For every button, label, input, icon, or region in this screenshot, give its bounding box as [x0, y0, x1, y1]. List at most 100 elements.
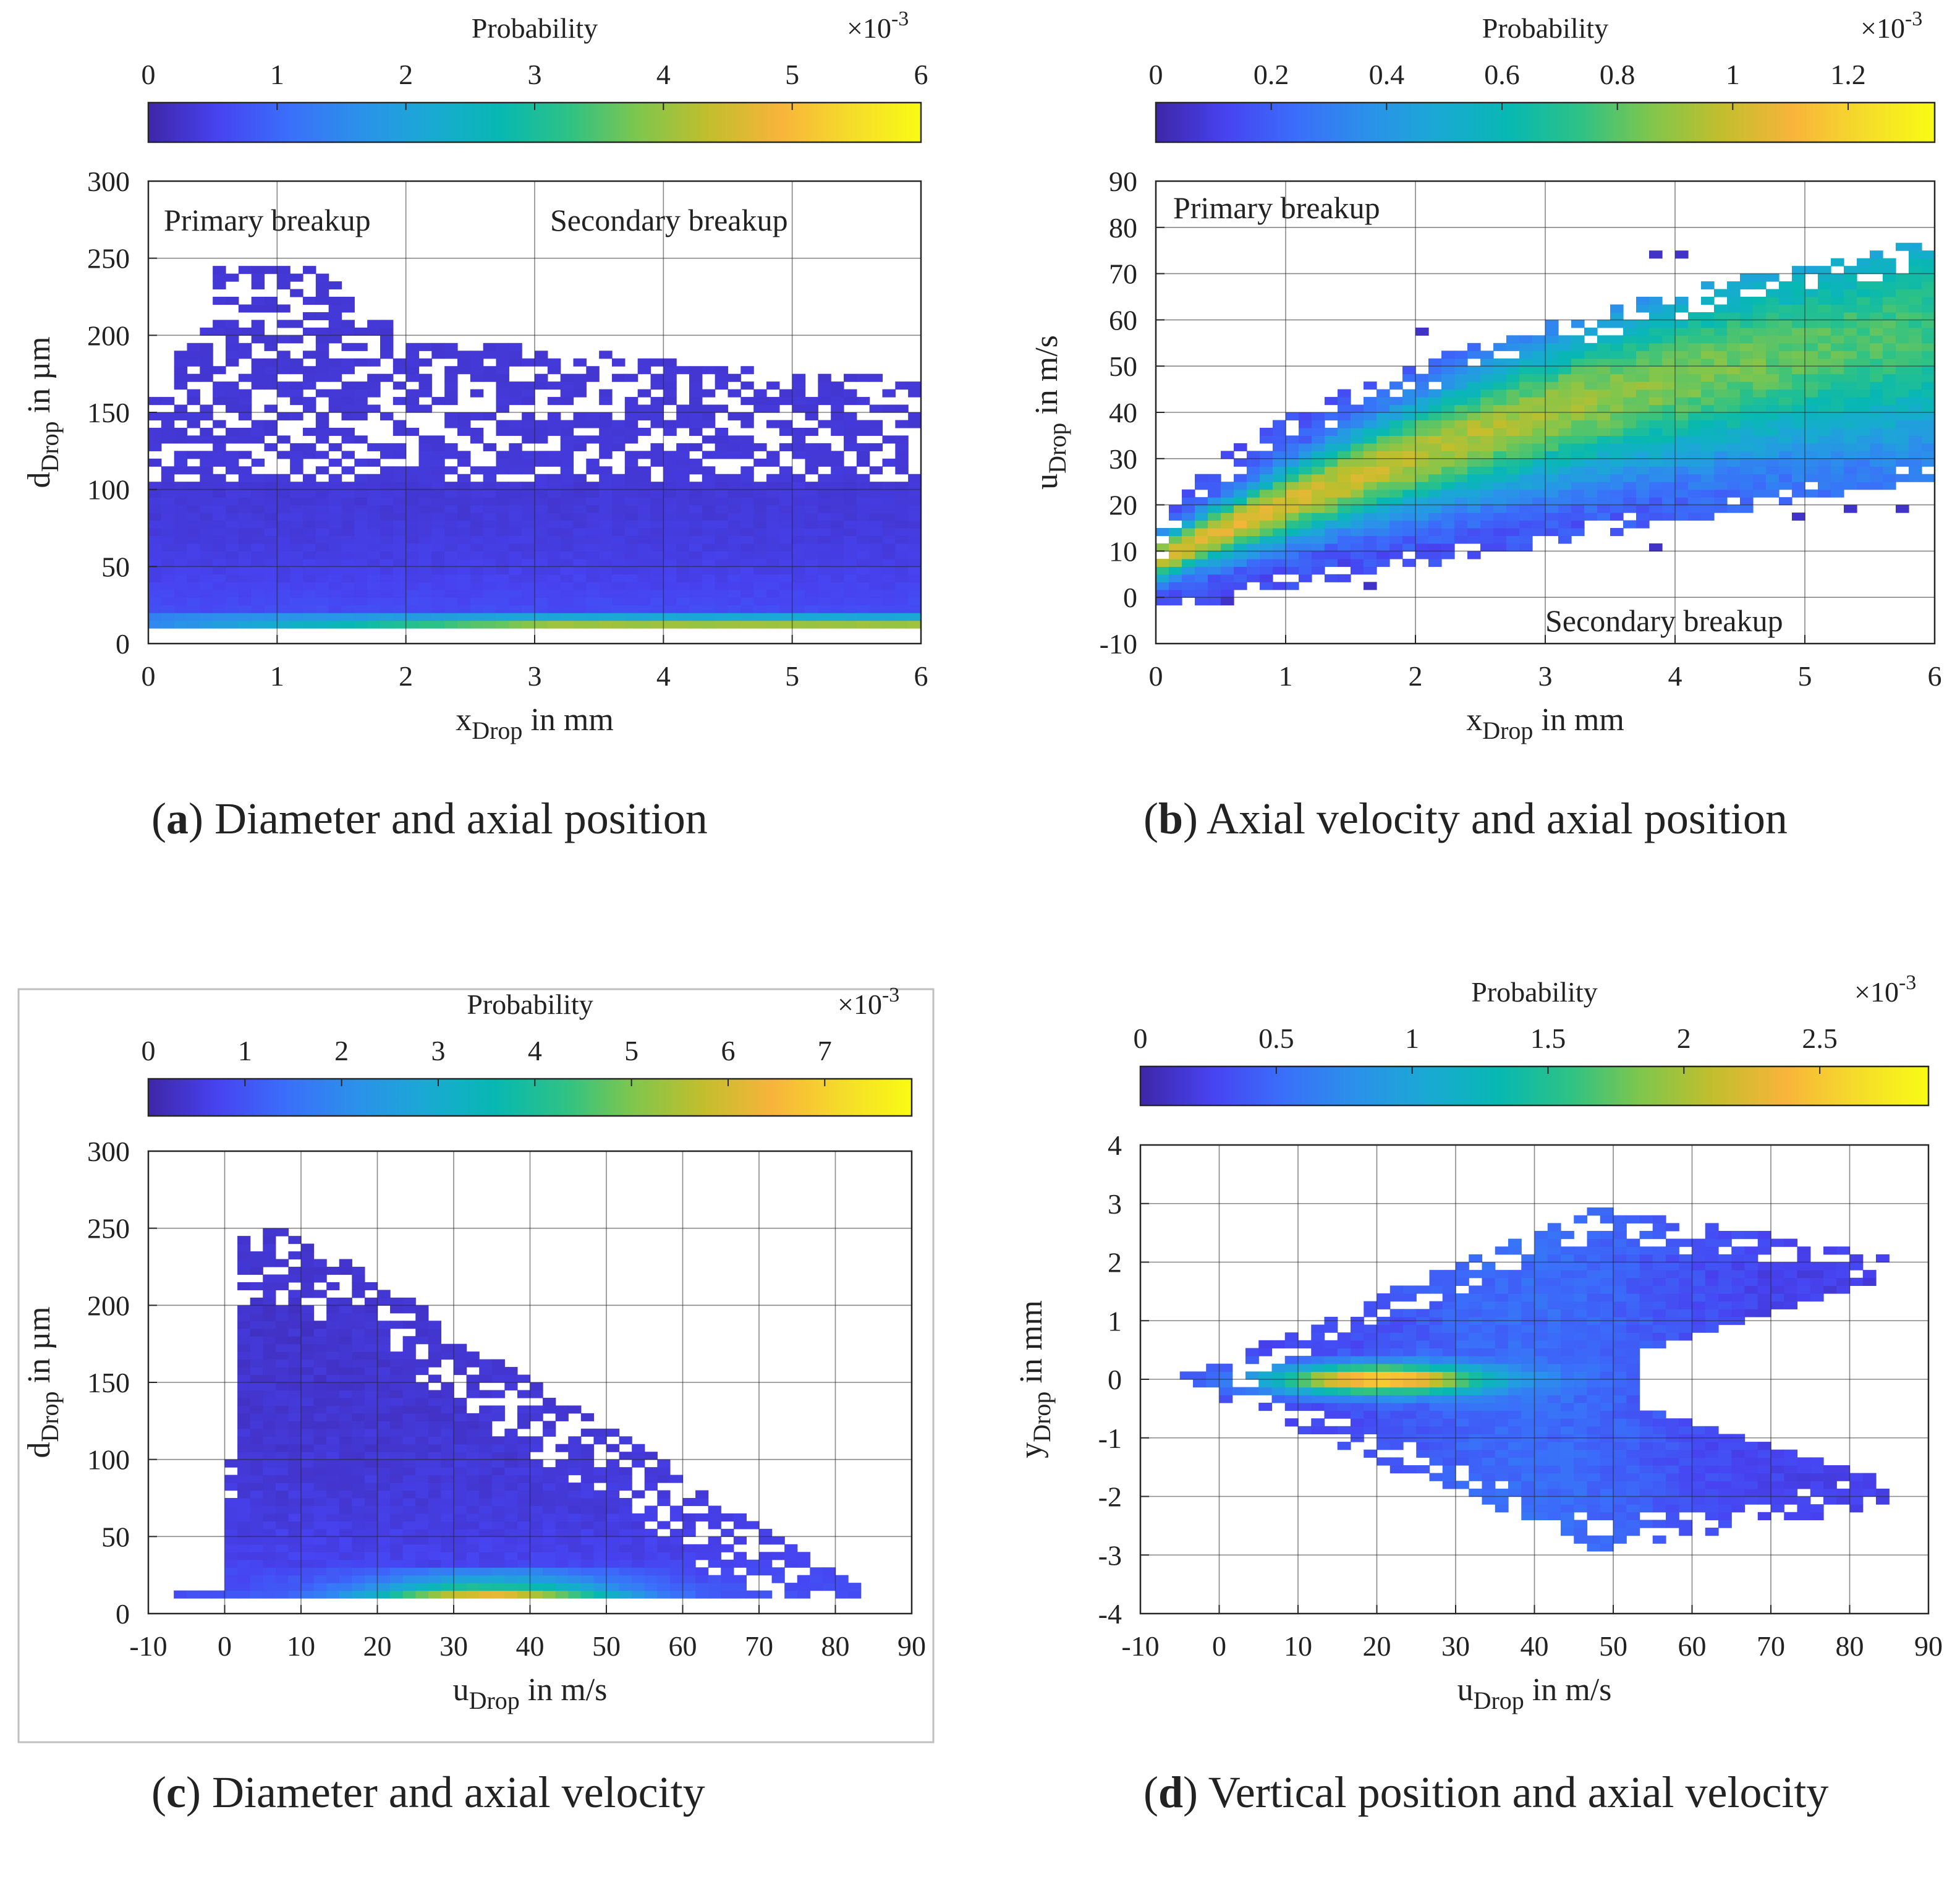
heatmap-cell — [1636, 520, 1650, 529]
heatmap-cell — [454, 1528, 467, 1537]
heatmap-cell — [1493, 358, 1507, 367]
heatmap-cell — [644, 1474, 658, 1483]
heatmap-cell — [392, 589, 407, 598]
heatmap-cell — [1247, 566, 1260, 575]
heatmap-cell — [766, 404, 780, 413]
heatmap-cell — [402, 1552, 416, 1560]
heatmap-cell — [543, 1528, 556, 1537]
heatmap-cell — [1480, 389, 1494, 398]
heatmap-cell — [753, 513, 767, 521]
heatmap-cell — [1456, 1356, 1469, 1364]
heatmap-cell — [1298, 1363, 1312, 1372]
heatmap-cell — [1506, 458, 1520, 467]
heatmap-cell — [390, 1513, 404, 1521]
heatmap-cell — [187, 582, 200, 590]
heatmap-cell — [1636, 466, 1650, 475]
heatmap-cell — [522, 420, 535, 428]
heatmap-cell — [213, 543, 226, 551]
heatmap-cell — [1805, 297, 1818, 305]
heatmap-cell — [599, 551, 613, 560]
heatmap-cell — [341, 551, 355, 560]
heatmap-cell — [275, 1382, 289, 1391]
heatmap-cell — [1403, 1324, 1417, 1333]
heatmap-cell — [844, 482, 857, 490]
heatmap-cell — [1456, 1309, 1469, 1317]
heatmap-cell — [1896, 504, 1909, 513]
heatmap-cell — [441, 1521, 454, 1530]
heatmap-cell — [326, 1413, 340, 1421]
heatmap-cell — [547, 497, 561, 506]
heatmap-cell — [264, 613, 278, 621]
heatmap-cell — [352, 1528, 365, 1537]
heatmap-cell — [663, 466, 677, 475]
heatmap-cell — [689, 482, 703, 490]
heatmap-cell — [547, 574, 561, 582]
heatmap-cell — [517, 1467, 531, 1476]
heatmap-cell — [491, 1544, 505, 1552]
heatmap-cell — [1429, 1387, 1443, 1395]
heatmap-cell — [496, 458, 509, 467]
heatmap-cell — [405, 597, 420, 606]
heatmap-cell — [1338, 504, 1351, 513]
heatmap-cell — [263, 1444, 276, 1452]
heatmap-cell — [1286, 458, 1299, 467]
heatmap-cell — [237, 1367, 251, 1376]
heatmap-cell — [1883, 320, 1896, 328]
heatmap-cell — [619, 1467, 632, 1476]
heatmap-cell — [187, 435, 200, 444]
heatmap-cell — [831, 482, 844, 490]
heatmap-cell — [1818, 373, 1831, 382]
heatmap-cell — [1857, 435, 1870, 444]
heatmap-cell — [377, 1405, 391, 1414]
heatmap-cell — [390, 1567, 404, 1576]
heatmap-cell — [392, 528, 407, 537]
heatmap-cell — [415, 1483, 429, 1491]
heatmap-cell — [882, 566, 896, 575]
heatmap-cell — [1844, 281, 1857, 290]
heatmap-cell — [624, 620, 638, 629]
heatmap-cell — [405, 504, 420, 513]
heatmap-cell — [1469, 1418, 1483, 1427]
heatmap-cell — [869, 504, 883, 513]
heatmap-cell — [1688, 351, 1702, 359]
heatmap-cell — [174, 466, 188, 475]
heatmap-cell — [402, 1528, 416, 1537]
heatmap-cell — [483, 551, 497, 560]
heatmap-cell — [1312, 443, 1325, 451]
heatmap-cell — [364, 1436, 378, 1445]
heatmap-cell — [1675, 497, 1689, 506]
heatmap-cell — [721, 1513, 734, 1521]
heatmap-cell — [290, 497, 303, 506]
heatmap-cell — [1456, 1340, 1469, 1349]
heatmap-cell — [341, 597, 355, 606]
heatmap-cell — [1208, 482, 1221, 490]
heatmap-cell — [174, 412, 188, 421]
heatmap-cell — [301, 1405, 315, 1414]
heatmap-cell — [1805, 443, 1818, 451]
heatmap-cell — [1416, 1402, 1430, 1411]
heatmap-cell — [822, 1567, 836, 1576]
heatmap-cell — [301, 1552, 315, 1560]
heatmap-cell — [522, 397, 535, 406]
heatmap-cell — [1493, 389, 1507, 398]
heatmap-cell — [1805, 343, 1818, 351]
heatmap-cell — [341, 304, 355, 313]
heatmap-cell — [522, 466, 535, 475]
heatmap-cell — [148, 412, 162, 421]
heatmap-cell — [676, 613, 690, 621]
heatmap-cell — [702, 520, 716, 529]
heatmap-cell — [470, 513, 484, 521]
heatmap-cell — [1234, 582, 1247, 590]
heatmap-cell — [161, 574, 175, 582]
heatmap-cell — [1532, 412, 1546, 421]
heatmap-cell — [470, 435, 484, 444]
heatmap-cell — [1493, 373, 1507, 382]
heatmap-cell — [509, 589, 522, 598]
heatmap-cell — [1688, 451, 1702, 459]
heatmap-cell — [1456, 1418, 1469, 1427]
heatmap-cell — [856, 443, 870, 451]
heatmap-cell — [766, 551, 780, 560]
heatmap-cell — [441, 1428, 454, 1437]
heatmap-cell — [1416, 1285, 1430, 1294]
heatmap-cell — [1389, 520, 1403, 529]
